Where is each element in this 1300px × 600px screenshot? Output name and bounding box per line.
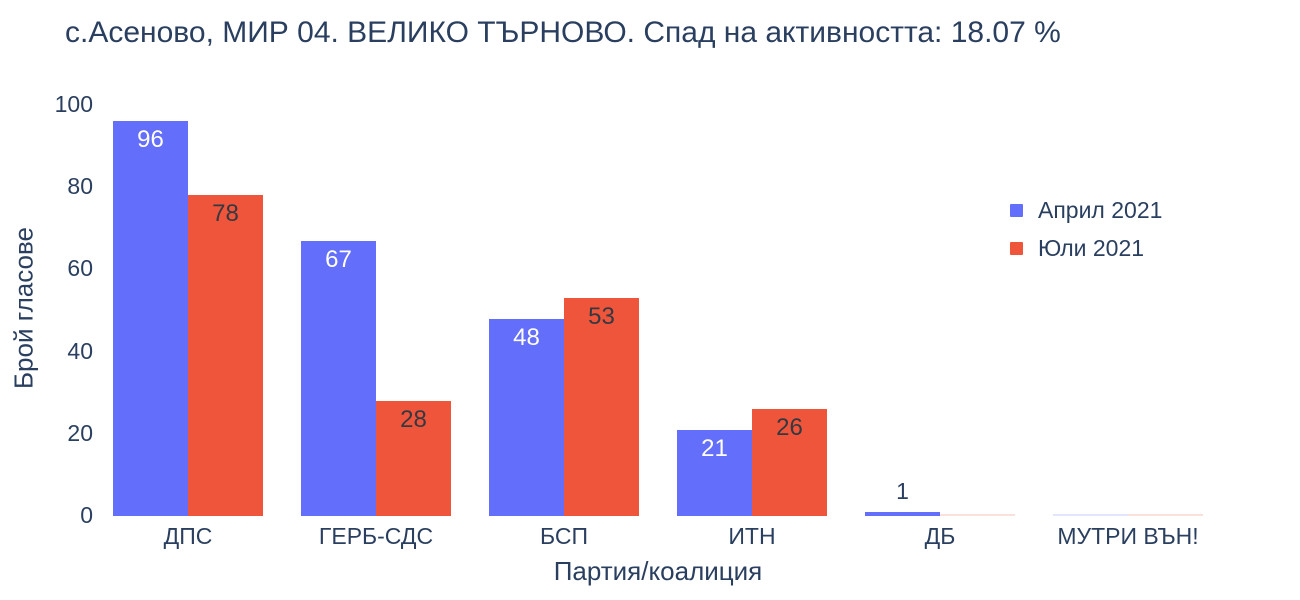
y-tick-label: 20 bbox=[67, 420, 93, 446]
legend-label-july-2021: Юли 2021 bbox=[1038, 235, 1145, 261]
bar-april-2021-category-6[interactable] bbox=[1053, 514, 1128, 516]
x-tick-label: ДБ bbox=[924, 523, 956, 549]
bar-april-2021-category-4[interactable] bbox=[677, 430, 752, 516]
y-tick-label: 100 bbox=[54, 91, 93, 117]
legend: Април 2021 Юли 2021 bbox=[1010, 197, 1162, 262]
legend-swatch-april-2021 bbox=[1010, 204, 1023, 217]
y-tick-label: 60 bbox=[67, 255, 93, 281]
plot-area[interactable]: 96 78 67 28 48 53 21 26 1 bbox=[94, 105, 1222, 516]
legend-label-april-2021: Април 2021 bbox=[1038, 197, 1163, 223]
bar-july-2021-category-6[interactable] bbox=[1128, 514, 1203, 516]
bar-july-2021-category-3[interactable] bbox=[564, 298, 639, 516]
bar-july-2021-category-4[interactable] bbox=[752, 409, 827, 516]
bar-april-2021-category-3[interactable] bbox=[489, 319, 564, 516]
x-tick-label: ГЕРБ-СДС bbox=[318, 523, 434, 549]
y-tick-label: 0 bbox=[80, 502, 93, 528]
chart-title: с.Асеново, МИР 04. ВЕЛИКО ТЪРНОВО. Спад … bbox=[65, 16, 1061, 49]
x-tick-label: ИТН bbox=[728, 523, 776, 549]
bar-value-label: 1 bbox=[896, 478, 909, 504]
x-tick-label: БСП bbox=[540, 523, 588, 549]
bar-july-2021-category-1[interactable] bbox=[188, 195, 263, 516]
legend-swatch-july-2021 bbox=[1010, 242, 1023, 255]
legend-item-july-2021[interactable]: Юли 2021 bbox=[1010, 235, 1162, 262]
bar-april-2021-category-5[interactable] bbox=[865, 512, 940, 516]
bar-july-2021-category-5[interactable] bbox=[940, 514, 1015, 516]
y-tick-label: 40 bbox=[67, 338, 93, 364]
x-tick-label: МУТРИ ВЪН! bbox=[1057, 523, 1199, 549]
x-tick-label: ДПС bbox=[163, 523, 213, 549]
y-tick-label: 80 bbox=[67, 173, 93, 199]
bar-july-2021-category-2[interactable] bbox=[376, 401, 451, 516]
bar-april-2021-category-2[interactable] bbox=[301, 241, 376, 516]
bar-april-2021-category-1[interactable] bbox=[113, 121, 188, 516]
x-axis-title: Партия/коалиция bbox=[553, 556, 763, 586]
legend-item-april-2021[interactable]: Април 2021 bbox=[1010, 197, 1162, 224]
